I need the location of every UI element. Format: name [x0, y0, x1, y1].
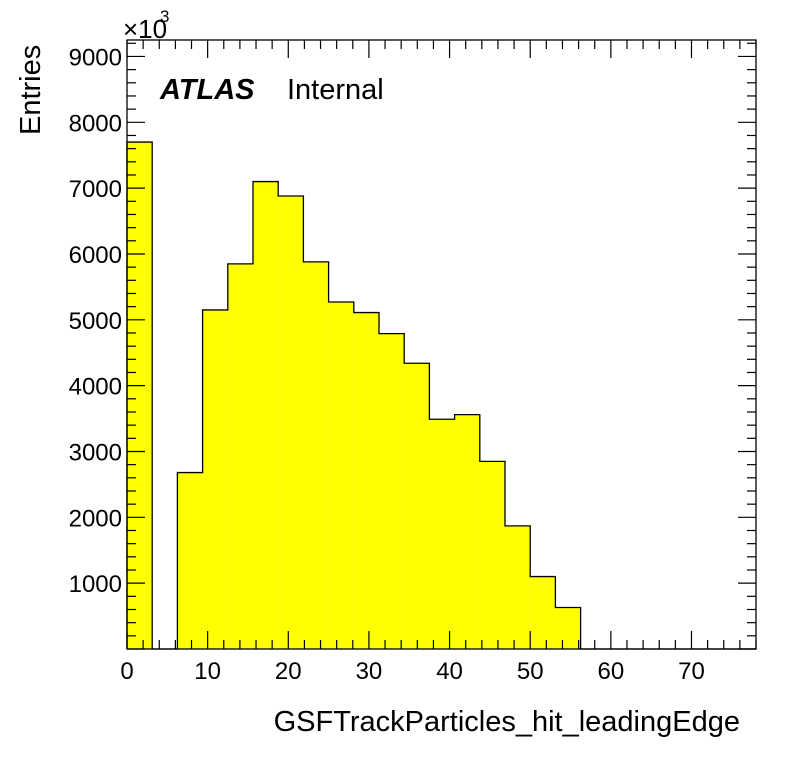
y-tick-label: 5000 [69, 308, 122, 335]
histogram-bar [454, 414, 480, 649]
ticks-layer [126, 40, 757, 650]
x-tick-label: 0 [120, 658, 133, 685]
histogram-bar [328, 302, 354, 649]
y-multiplier: ×10 [123, 14, 167, 44]
x-tick-label: 50 [517, 658, 544, 685]
internal-label: Internal [287, 74, 384, 106]
histogram-bar [177, 472, 203, 649]
histogram-bar [253, 181, 279, 650]
x-tick-label: 30 [356, 658, 383, 685]
histogram-bar [429, 419, 455, 649]
y-tick-label: 3000 [69, 439, 122, 466]
x-axis-title: GSFTrackParticles_hit_leadingEdge [274, 706, 740, 738]
histogram-bar [555, 607, 581, 649]
histogram-bar [227, 263, 254, 649]
histogram-bar [479, 461, 506, 649]
y-multiplier-exponent: 3 [160, 7, 169, 26]
tick-labels-layer: 0 10 20 30 40 50 60 70 1000 2000 3000 4000 5000 6000 7… [69, 44, 705, 685]
histogram-bar [303, 261, 329, 649]
histogram-bar [353, 312, 380, 649]
histogram-bar [530, 576, 556, 649]
bars-layer [127, 142, 581, 650]
histogram-bar [202, 309, 228, 649]
atlas-label: ATLAS [159, 74, 255, 106]
x-tick-label: 20 [275, 658, 302, 685]
y-tick-label: 2000 [69, 505, 122, 532]
x-tick-label: 60 [597, 658, 624, 685]
histogram-bar [379, 333, 405, 649]
y-tick-label: 7000 [69, 176, 122, 203]
plot-frame [126, 39, 757, 650]
histogram-outline [126, 141, 756, 650]
x-tick-label: 70 [678, 658, 705, 685]
histogram-bar [505, 525, 531, 649]
y-tick-label: 9000 [69, 44, 122, 71]
y-tick-label: 6000 [69, 242, 122, 269]
x-tick-label: 10 [194, 658, 221, 685]
y-tick-label: 8000 [69, 110, 122, 137]
y-tick-label: 4000 [69, 374, 122, 401]
y-tick-label: 1000 [69, 571, 122, 598]
histogram-bar [404, 363, 430, 649]
histogram-bar [127, 142, 153, 649]
x-tick-label: 40 [436, 658, 463, 685]
y-axis-title: Entries [15, 45, 47, 135]
histogram-bar [278, 196, 304, 649]
